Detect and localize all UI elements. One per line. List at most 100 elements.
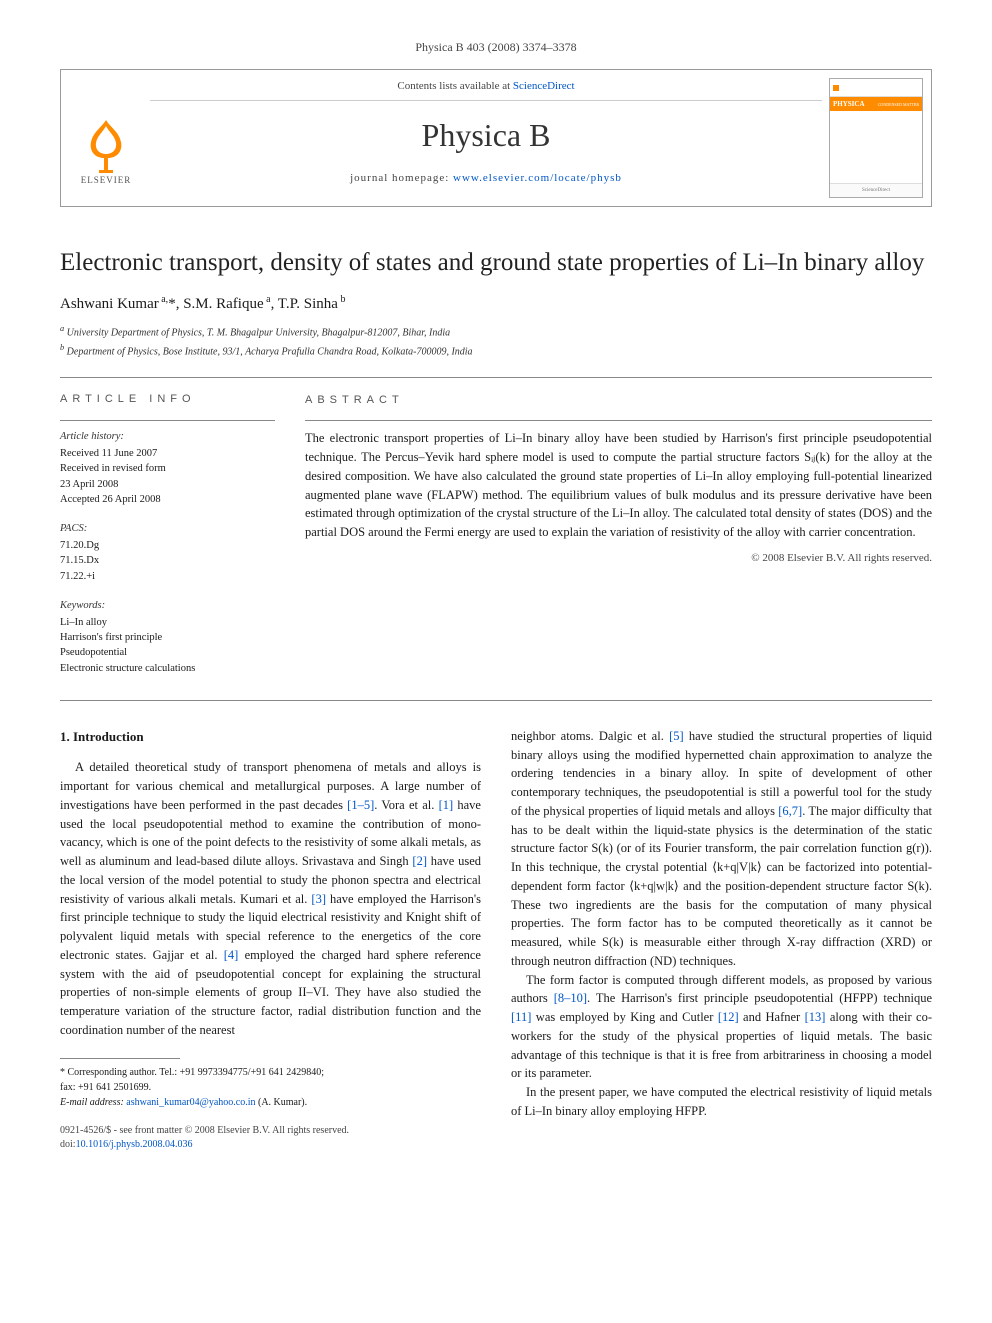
doi-line: doi:10.1016/j.physb.2008.04.036 — [60, 1138, 481, 1152]
article-info-column: ARTICLE INFO Article history: Received 1… — [60, 392, 275, 690]
homepage-link[interactable]: www.elsevier.com/locate/physb — [453, 172, 622, 184]
publisher-logo-cell: ELSEVIER — [61, 70, 151, 206]
homepage-line: journal homepage: www.elsevier.com/locat… — [151, 172, 821, 184]
contents-label: Contents lists available at — [397, 80, 512, 92]
citation-link[interactable]: [11] — [511, 1010, 531, 1024]
citation-link[interactable]: [8–10] — [554, 991, 587, 1005]
journal-name: Physica B — [151, 117, 821, 154]
top-separator — [60, 377, 932, 378]
page-footer: 0921-4526/$ - see front matter © 2008 El… — [60, 1124, 481, 1152]
citation-link[interactable]: [6,7] — [778, 804, 802, 818]
journal-reference: Physica B 403 (2008) 3374–3378 — [60, 40, 932, 55]
citation-link[interactable]: [12] — [718, 1010, 739, 1024]
cover-cell: PHYSICA CONDENSED MATTER ScienceDirect — [821, 70, 931, 206]
corresponding-fax: fax: +91 641 2501699. — [60, 1080, 481, 1095]
tree-icon — [81, 118, 131, 173]
affiliation-b-text: Department of Physics, Bose Institute, 9… — [67, 346, 473, 357]
doi-label: doi: — [60, 1139, 76, 1150]
footnotes: * Corresponding author. Tel.: +91 997339… — [60, 1065, 481, 1110]
footnote-separator — [60, 1058, 180, 1059]
journal-header: ELSEVIER Contents lists available at Sci… — [60, 69, 932, 207]
history-line: 23 April 2008 — [60, 477, 275, 492]
author-1-aff: a, — [159, 294, 168, 305]
abstract-column: ABSTRACT The electronic transport proper… — [305, 392, 932, 690]
cover-mark-icon — [833, 85, 839, 91]
author-3-aff: b — [338, 294, 346, 305]
body-text: and Hafner — [739, 1010, 805, 1024]
author-2: S.M. Rafique — [183, 296, 263, 312]
body-columns: 1. Introduction A detailed theoretical s… — [60, 727, 932, 1152]
author-3: T.P. Sinha — [278, 296, 338, 312]
citation-link[interactable]: [3] — [311, 892, 326, 906]
keyword-line: Pseudopotential — [60, 645, 275, 660]
author-2-aff: a — [264, 294, 271, 305]
pacs-line: 71.15.Dx — [60, 553, 275, 568]
body-column-right: neighbor atoms. Dalgic et al. [5] have s… — [511, 727, 932, 1152]
body-text: . The Harrison's first principle pseudop… — [587, 991, 932, 1005]
citation-link[interactable]: [4] — [224, 948, 239, 962]
corresponding-author: * Corresponding author. Tel.: +91 997339… — [60, 1065, 481, 1080]
authors: Ashwani Kumar a,*, S.M. Rafique a, T.P. … — [60, 294, 932, 313]
affiliation-b: b Department of Physics, Bose Institute,… — [60, 342, 932, 359]
cover-bot: ScienceDirect — [830, 183, 922, 197]
info-rule — [60, 420, 275, 421]
affiliations: a University Department of Physics, T. M… — [60, 323, 932, 359]
header-center: Contents lists available at ScienceDirec… — [151, 70, 821, 206]
abstract-heading: ABSTRACT — [305, 392, 932, 409]
cover-brand: PHYSICA — [833, 100, 865, 108]
sciencedirect-link[interactable]: ScienceDirect — [513, 80, 575, 92]
intro-heading: 1. Introduction — [60, 727, 481, 747]
affiliation-a-text: University Department of Physics, T. M. … — [67, 328, 450, 339]
pacs-block: PACS: 71.20.Dg 71.15.Dx 71.22.+i — [60, 521, 275, 584]
cover-sub: CONDENSED MATTER — [878, 102, 919, 107]
cover-mid — [830, 111, 922, 183]
cover-top — [830, 79, 922, 97]
cover-band: PHYSICA CONDENSED MATTER — [830, 97, 922, 111]
contents-line: Contents lists available at ScienceDirec… — [150, 80, 822, 101]
keywords-head: Keywords: — [60, 598, 275, 613]
article-info-heading: ARTICLE INFO — [60, 392, 275, 408]
keyword-line: Li–In alloy — [60, 615, 275, 630]
body-paragraph: neighbor atoms. Dalgic et al. [5] have s… — [511, 727, 932, 971]
front-matter: 0921-4526/$ - see front matter © 2008 El… — [60, 1124, 481, 1138]
article-title: Electronic transport, density of states … — [60, 247, 932, 278]
history-block: Article history: Received 11 June 2007 R… — [60, 429, 275, 507]
corresponding-email-line: E-mail address: ashwani_kumar04@yahoo.co… — [60, 1095, 481, 1110]
doi-link[interactable]: 10.1016/j.physb.2008.04.036 — [76, 1139, 193, 1150]
history-head: Article history: — [60, 429, 275, 444]
body-paragraph: The form factor is computed through diff… — [511, 971, 932, 1084]
pacs-head: PACS: — [60, 521, 275, 536]
body-text: . The major difficulty that has to be de… — [511, 804, 932, 968]
keywords-block: Keywords: Li–In alloy Harrison's first p… — [60, 598, 275, 676]
email-label: E-mail address: — [60, 1097, 126, 1108]
citation-link[interactable]: [5] — [669, 729, 684, 743]
history-line: Accepted 26 April 2008 — [60, 492, 275, 507]
body-text: In the present paper, we have computed t… — [511, 1085, 932, 1118]
pacs-line: 71.22.+i — [60, 569, 275, 584]
citation-link[interactable]: [1–5] — [347, 798, 374, 812]
affiliation-a: a University Department of Physics, T. M… — [60, 323, 932, 340]
elsevier-logo: ELSEVIER — [71, 118, 141, 198]
author-1-corr: * — [168, 296, 176, 312]
author-1: Ashwani Kumar — [60, 296, 159, 312]
history-line: Received 11 June 2007 — [60, 446, 275, 461]
publisher-name: ELSEVIER — [81, 175, 132, 185]
email-link[interactable]: ashwani_kumar04@yahoo.co.in — [126, 1097, 255, 1108]
mid-separator — [60, 700, 932, 701]
body-text: was employed by King and Cutler — [531, 1010, 717, 1024]
citation-link[interactable]: [2] — [412, 854, 427, 868]
keyword-line: Harrison's first principle — [60, 630, 275, 645]
abstract-rule — [305, 420, 932, 421]
body-text: . Vora et al. — [374, 798, 438, 812]
body-column-left: 1. Introduction A detailed theoretical s… — [60, 727, 481, 1152]
body-text: neighbor atoms. Dalgic et al. — [511, 729, 669, 743]
info-abstract-row: ARTICLE INFO Article history: Received 1… — [60, 392, 932, 690]
body-paragraph: In the present paper, we have computed t… — [511, 1083, 932, 1121]
email-suffix: (A. Kumar). — [255, 1097, 307, 1108]
abstract-copyright: © 2008 Elsevier B.V. All rights reserved… — [305, 550, 932, 567]
citation-link[interactable]: [13] — [805, 1010, 826, 1024]
body-paragraph: A detailed theoretical study of transpor… — [60, 758, 481, 1039]
citation-link[interactable]: [1] — [439, 798, 454, 812]
homepage-label: journal homepage: — [350, 172, 453, 184]
keyword-line: Electronic structure calculations — [60, 661, 275, 676]
